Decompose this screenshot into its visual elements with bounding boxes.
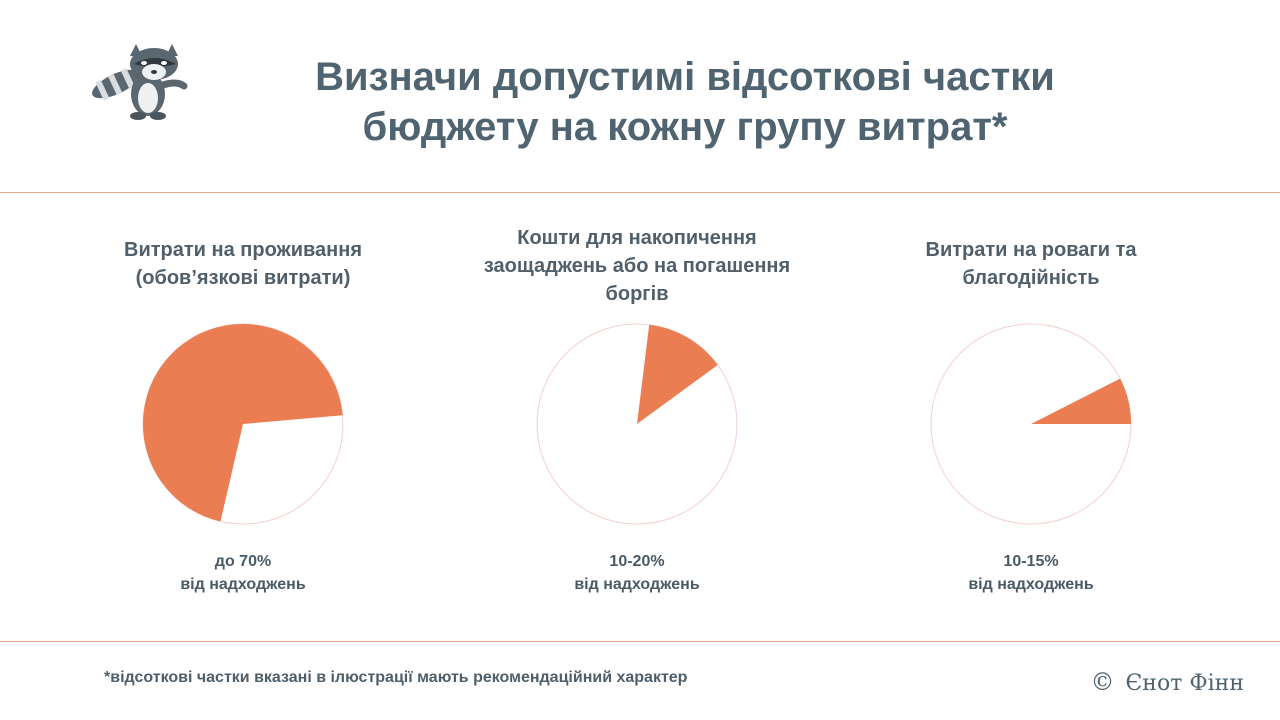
percent-value: 10-15% xyxy=(1003,553,1059,570)
percent-unit: від надходжень xyxy=(180,576,306,593)
pie-slice xyxy=(637,324,718,424)
group-heading: Кошти для накопичення заощаджень або на … xyxy=(483,227,791,305)
budget-group-living: Витрати на проживання (обов’язкові витра… xyxy=(78,200,408,620)
group-heading: Витрати на роваги та благодійність xyxy=(925,239,1137,289)
footnote: *відсоткові частки вказані в ілюстрації … xyxy=(104,669,688,686)
budget-group-charity: Витрати на роваги та благодійність 10-15… xyxy=(866,200,1196,620)
percent-unit: від надходжень xyxy=(574,576,700,593)
group-heading: Витрати на проживання (обов’язкові витра… xyxy=(124,239,362,289)
group-caption: 10-20% від надходжень xyxy=(472,550,802,596)
page-title: Визначи допустимі відсоткові частки бюдж… xyxy=(315,55,1055,149)
raccoon-mascot-icon xyxy=(92,44,188,120)
group-caption: 10-15% від надходжень xyxy=(866,550,1196,596)
group-caption: до 70% від надходжень xyxy=(78,550,408,596)
pie-slice xyxy=(1031,378,1131,424)
top-divider xyxy=(0,192,1280,193)
budget-group-savings: Кошти для накопичення заощаджень або на … xyxy=(472,200,802,620)
brand-mark: © Єнот Фінн xyxy=(1090,668,1244,696)
bottom-divider xyxy=(0,641,1280,642)
pie-chart xyxy=(142,323,344,525)
pie-chart xyxy=(536,323,738,525)
percent-unit: від надходжень xyxy=(968,576,1094,593)
pie-chart xyxy=(930,323,1132,525)
copyright-icon: © xyxy=(1090,668,1115,696)
percent-value: 10-20% xyxy=(609,553,665,570)
pie-slice xyxy=(143,324,343,522)
brand-name: Єнот Фінн xyxy=(1125,671,1244,696)
percent-value: до 70% xyxy=(214,553,272,570)
